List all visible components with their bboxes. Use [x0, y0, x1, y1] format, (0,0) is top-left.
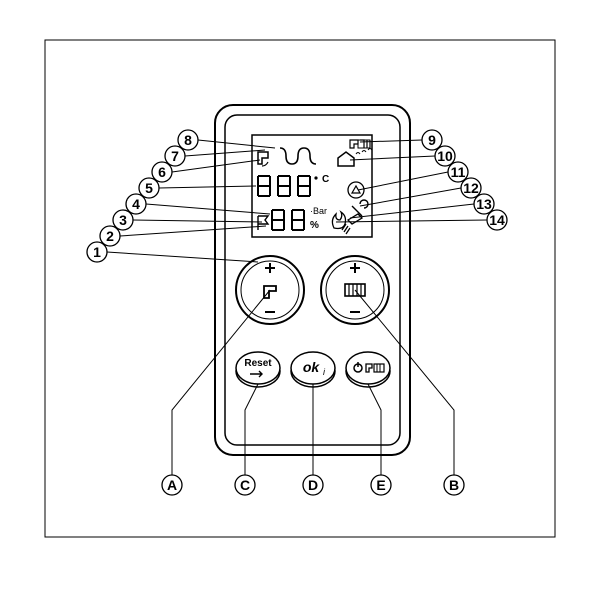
callout-E: E: [368, 384, 391, 495]
callout-label-E: E: [376, 477, 385, 493]
callout-label-B: B: [449, 477, 459, 493]
callout-12: 12: [360, 178, 481, 206]
callout-11: 11: [358, 162, 468, 190]
ok-button[interactable]: oki: [291, 352, 335, 387]
callout-label-7: 7: [171, 148, 179, 164]
callout-label-8: 8: [184, 132, 192, 148]
ok-label: ok: [303, 359, 321, 375]
degree-dot: [314, 176, 317, 179]
callout-label-6: 6: [158, 164, 166, 180]
callout-label-4: 4: [132, 196, 140, 212]
callout-label-C: C: [240, 477, 250, 493]
boiler-panel-diagram: C ·Bar% Reset oki 87654321 91011121314 A C D E B: [0, 0, 600, 600]
callout-label-10: 10: [437, 148, 453, 164]
reset-button[interactable]: Reset: [236, 352, 280, 387]
callout-label-5: 5: [145, 180, 153, 196]
unit-c: C: [322, 174, 329, 185]
dial-tap-icon: [264, 286, 276, 298]
callout-label-2: 2: [106, 228, 114, 244]
label-bar: ·Bar: [310, 206, 327, 216]
callout-C: C: [235, 384, 258, 495]
callout-label-14: 14: [489, 212, 505, 228]
callout-label-A: A: [167, 477, 177, 493]
callout-5: 5: [139, 178, 256, 198]
callout-D: D: [303, 384, 323, 495]
label-percent: %: [310, 220, 319, 231]
callout-label-1: 1: [93, 244, 101, 260]
callout-label-11: 11: [451, 164, 466, 180]
callout-label-9: 9: [428, 132, 436, 148]
callout-label-12: 12: [463, 180, 479, 196]
callout-label-13: 13: [476, 196, 492, 212]
reset-label: Reset: [244, 358, 272, 369]
callout-label-3: 3: [119, 212, 127, 228]
callout-label-D: D: [308, 477, 318, 493]
mode-button[interactable]: [346, 352, 390, 387]
